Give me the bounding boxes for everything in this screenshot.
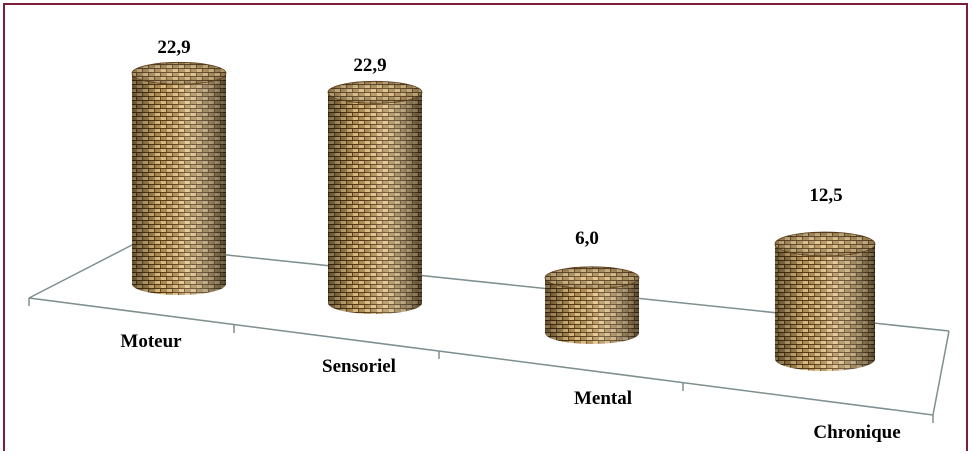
value-labels: 22,9 22,9 6,0 12,5 [157, 37, 842, 249]
category-labels: Moteur Sensoriel Mental Chronique [120, 331, 900, 443]
bar-moteur [131, 61, 227, 295]
category-label-mental: Mental [574, 388, 632, 409]
bar-top-shading [774, 231, 876, 257]
x-axis-ticks [28, 298, 934, 423]
bars [131, 61, 876, 371]
bar-chart: 22,9 22,9 6,0 12,5 Moteur Sensoriel Ment… [28, 37, 950, 443]
bar-mental [544, 266, 640, 344]
value-label-chronique: 12,5 [809, 185, 842, 206]
value-label-mental: 6,0 [575, 228, 599, 249]
bar-top-shading [544, 266, 640, 290]
floor-left-edge [28, 244, 133, 299]
category-label-sensoriel: Sensoriel [322, 356, 396, 377]
floor-right-edge [932, 330, 950, 416]
bar-shading [545, 277, 639, 344]
x-axis-line [28, 297, 934, 416]
bar-shading [132, 73, 226, 295]
bar-shading [775, 244, 875, 371]
bar-shading [328, 92, 422, 314]
chart-frame: 22,9 22,9 6,0 12,5 Moteur Sensoriel Ment… [3, 3, 968, 451]
value-label-sensoriel: 22,9 [353, 55, 386, 76]
bar-top-shading [131, 61, 227, 85]
bar-top-shading [327, 80, 423, 104]
value-label-moteur: 22,9 [157, 37, 190, 58]
category-label-moteur: Moteur [120, 331, 182, 352]
category-label-chronique: Chronique [813, 422, 900, 443]
bar-sensoriel [327, 80, 423, 314]
bar-chronique [774, 231, 876, 371]
